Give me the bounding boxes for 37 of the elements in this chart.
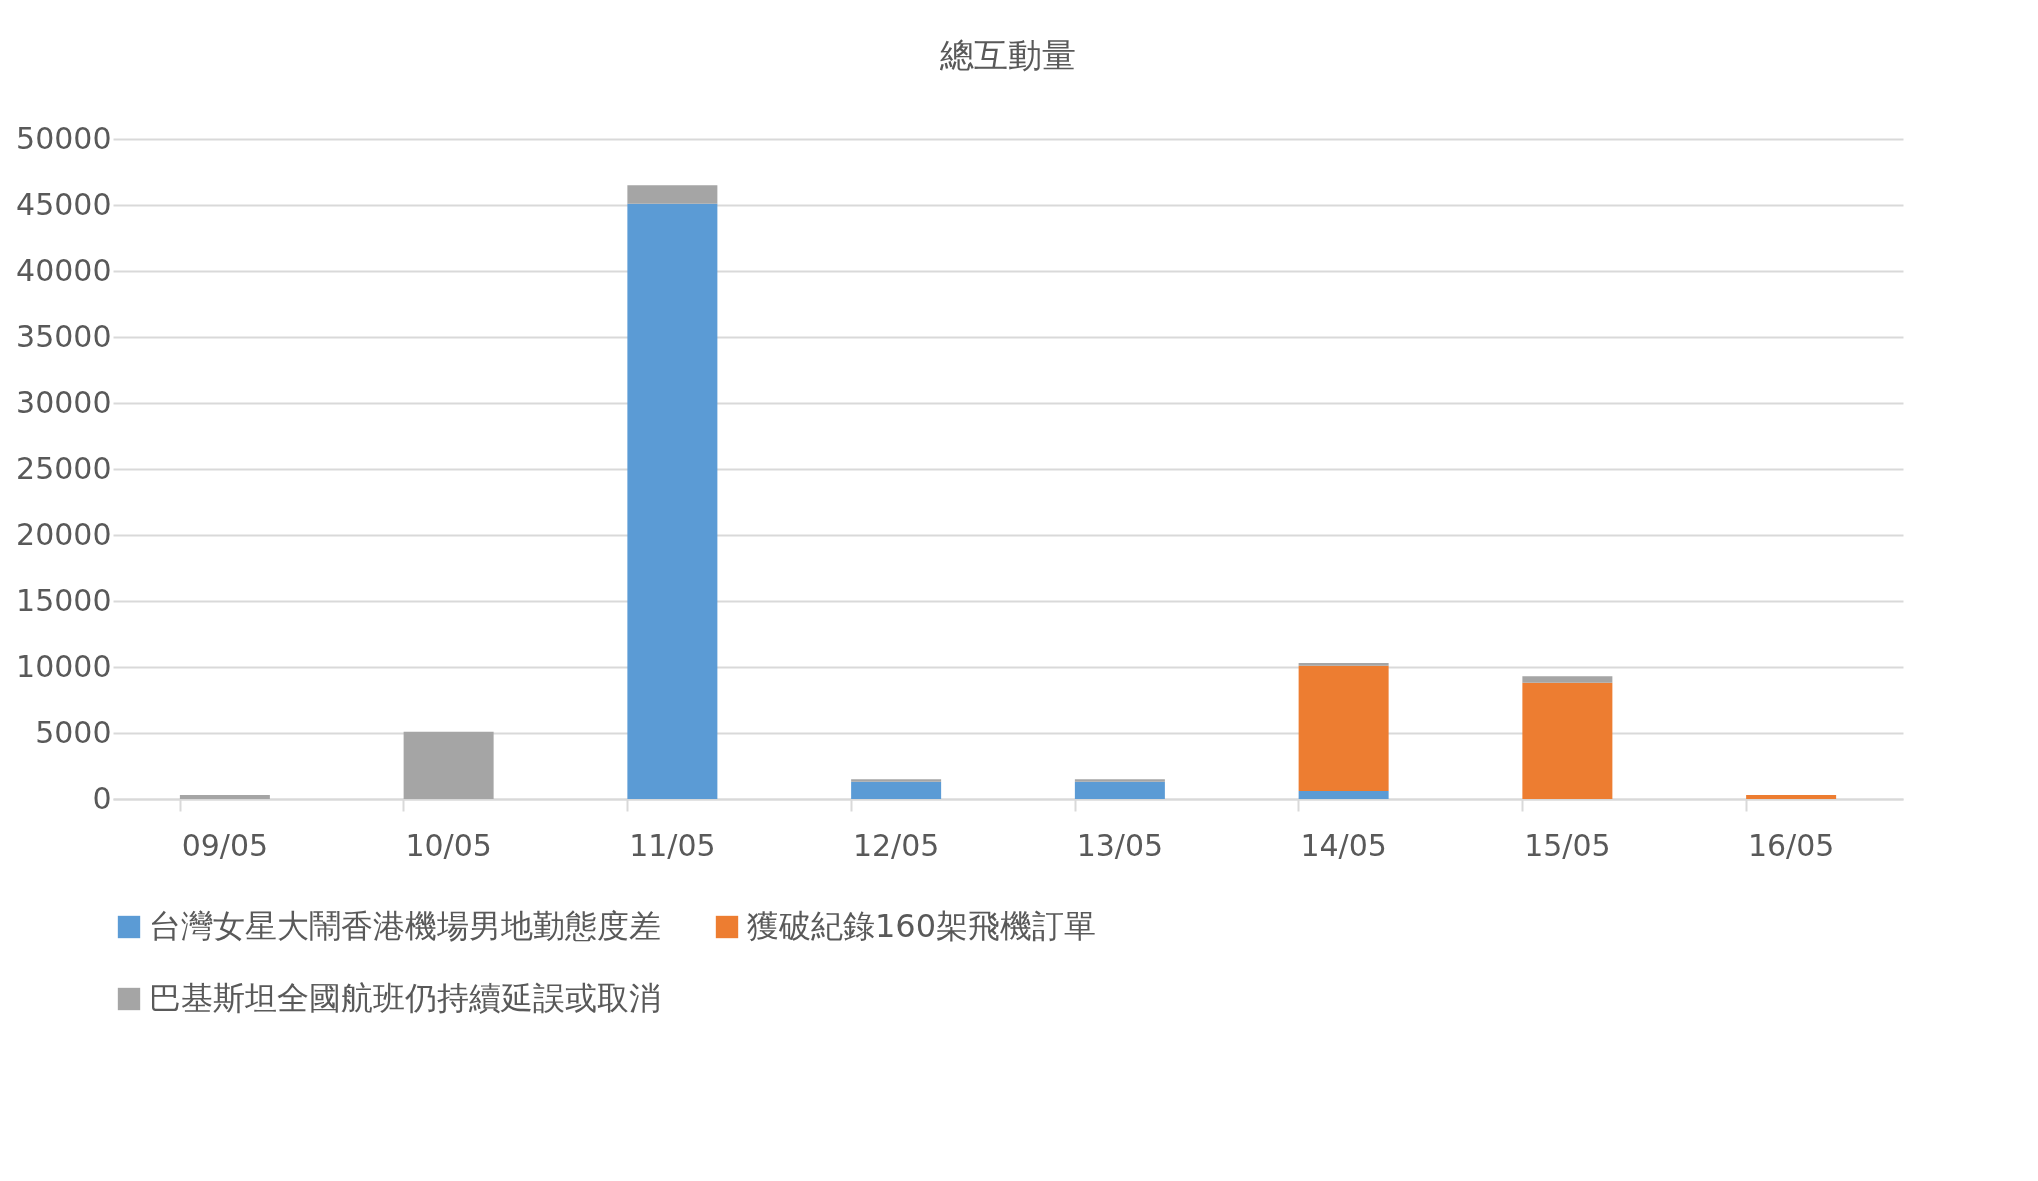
chart-title: 總互動量	[939, 35, 1076, 75]
bar	[179, 795, 270, 799]
bar	[627, 203, 718, 799]
bar	[1298, 791, 1389, 799]
bar	[851, 779, 942, 782]
y-tick-label: 25000	[16, 450, 112, 486]
y-tick-label: 20000	[16, 516, 112, 552]
y-tick-label: 40000	[16, 252, 112, 288]
x-tick-label: 14/05	[1300, 827, 1387, 863]
x-tick-label: 12/05	[852, 827, 940, 863]
x-tick-label: 10/05	[405, 827, 492, 863]
x-tick-label: 15/05	[1524, 827, 1611, 863]
bar	[1298, 665, 1389, 792]
bar	[1746, 795, 1837, 799]
x-tick-label: 16/05	[1747, 827, 1835, 863]
x-tick-label: 09/05	[181, 827, 269, 863]
bar	[1074, 781, 1165, 799]
y-tick-label: 35000	[16, 318, 112, 354]
legend-label: 台灣女星大鬧香港機場男地勤態度差	[149, 907, 661, 945]
y-tick-label: 45000	[16, 186, 112, 222]
y-tick-label: 10000	[16, 648, 112, 684]
y-tick-label: 50000	[16, 120, 112, 156]
bar	[403, 731, 494, 799]
bar	[851, 781, 942, 799]
y-tick-label: 0	[92, 780, 112, 816]
bar	[1522, 676, 1613, 683]
bar	[1298, 663, 1389, 666]
bar	[627, 185, 718, 204]
x-tick-label: 11/05	[629, 827, 716, 863]
y-tick-label: 30000	[16, 384, 112, 420]
legend-label: 巴基斯坦全國航班仍持續延誤或取消	[149, 979, 661, 1017]
y-tick-label: 5000	[35, 714, 112, 750]
legend-label: 獲破紀錄160架飛機訂單	[747, 907, 1097, 945]
y-tick-label: 15000	[16, 582, 112, 618]
x-tick-label: 13/05	[1076, 827, 1164, 863]
bar	[1074, 779, 1165, 782]
bar	[1522, 682, 1613, 799]
